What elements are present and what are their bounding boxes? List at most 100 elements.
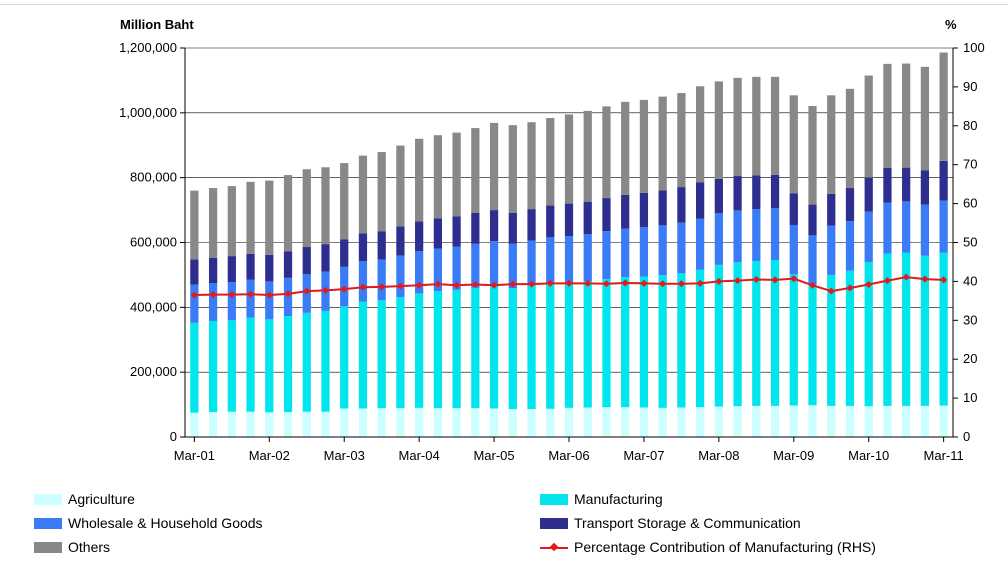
bar-segment-4 [190, 190, 199, 260]
percentage-marker [209, 291, 217, 299]
bar-segment-3 [677, 187, 686, 223]
bar-segment-3 [789, 193, 798, 225]
bar-segment-3 [621, 194, 630, 229]
bar-segment-4 [396, 145, 405, 227]
percentage-marker [509, 280, 517, 288]
bar-segment-4 [845, 88, 855, 189]
bar-segment-4 [770, 76, 780, 175]
bar-segment-0 [489, 408, 499, 437]
bar-segment-4 [902, 63, 911, 168]
bar-segment-1 [190, 322, 199, 413]
right-tick-label: 50 [963, 235, 977, 250]
bar-segment-0 [227, 411, 236, 437]
bar-segment-2 [452, 246, 461, 290]
bar-segment-2 [920, 204, 930, 256]
bar-segment-2 [864, 211, 873, 262]
bar-segment-2 [208, 283, 218, 321]
bar-segment-3 [190, 259, 199, 285]
bar-segment-1 [808, 284, 817, 406]
bar-segment-0 [190, 412, 199, 437]
bar-segment-2 [546, 237, 555, 284]
bar-segment-1 [845, 270, 855, 406]
percentage-marker [321, 286, 330, 294]
bar-segment-2 [621, 228, 630, 278]
bar-segment-0 [621, 407, 630, 437]
bar-segment-4 [621, 101, 630, 195]
percentage-marker [396, 282, 404, 290]
gridlines [185, 47, 953, 373]
bar-segment-2 [265, 281, 274, 320]
bar-segment-0 [920, 405, 930, 437]
stacked-bar-chart: 0 200,000 400,000 600,000 800,000 1,000,000 1,… [119, 17, 985, 463]
bar-segment-2 [845, 221, 855, 271]
bar-segment-3 [265, 254, 274, 282]
bar-segment-2 [733, 210, 742, 263]
x-axis-ticks: Mar-01 Mar-02 Mar-03 Mar-04 Mar-05 Mar-06 Mar-… [174, 437, 964, 463]
bar-segment-2 [433, 248, 442, 292]
bar-segment-3 [939, 160, 948, 201]
percentage-marker [696, 279, 704, 287]
bar-segment-3 [527, 209, 536, 241]
bar-segment-3 [246, 253, 255, 280]
bar-segment-1 [321, 310, 330, 412]
percentage-marker [621, 279, 629, 287]
bar-segment-3 [583, 201, 592, 235]
bar-segment-3 [377, 231, 386, 260]
bar-segment-2 [770, 208, 780, 261]
bar-segment-0 [265, 412, 274, 437]
bar-segment-3 [564, 203, 574, 237]
bar-segment-4 [452, 132, 461, 217]
percentage-marker [359, 283, 367, 291]
bar-segment-2 [527, 240, 536, 286]
legend-label-others: Others [68, 539, 111, 555]
percentage-marker [940, 276, 948, 284]
bar-segment-1 [302, 312, 311, 412]
bar-segment-2 [939, 200, 948, 253]
percentage-marker [921, 275, 929, 283]
legend-percentage-line: Percentage Contribution of Manufacturing… [540, 538, 876, 556]
bar-segment-1 [864, 261, 873, 407]
percentage-marker [790, 275, 798, 283]
percentage-marker [865, 280, 873, 289]
bar-segment-3 [714, 178, 723, 214]
bar-segment-1 [377, 300, 386, 409]
bar-segment-4 [583, 110, 592, 202]
percentage-marker [659, 280, 667, 288]
bar-segment-3 [827, 193, 836, 226]
legend-others: Others [34, 538, 110, 556]
bar-segment-0 [677, 407, 686, 437]
bar-segment-2 [508, 243, 517, 289]
bar-segment-1 [658, 275, 667, 408]
legend-label-manufacturing: Manufacturing [574, 491, 663, 507]
bar-segment-0 [583, 407, 592, 437]
bar-segment-1 [452, 289, 461, 409]
bar-segment-4 [433, 135, 442, 219]
bar-segment-0 [377, 408, 386, 437]
bar-segment-3 [696, 182, 705, 219]
bar-segment-0 [358, 408, 368, 437]
bar-segment-0 [939, 405, 948, 437]
left-tick-label: 200,000 [130, 364, 177, 379]
bar-segment-4 [752, 76, 761, 176]
bar-segment-1 [283, 316, 293, 413]
bar-segment-1 [396, 296, 405, 409]
bar-segment-3 [808, 204, 817, 236]
bar-segment-4 [227, 186, 236, 257]
bar-segment-4 [527, 122, 536, 210]
bar-segment-1 [920, 255, 930, 406]
x-tick-label: Mar-09 [773, 448, 814, 463]
bar-segment-2 [789, 224, 798, 275]
bar-segment-4 [358, 155, 368, 234]
x-tick-label: Mar-01 [174, 448, 215, 463]
percentage-marker [528, 280, 536, 288]
bar-segment-3 [639, 192, 649, 228]
bar-segment-1 [227, 320, 236, 412]
legend-swatch-transport [540, 517, 568, 529]
x-tick-label: Mar-06 [548, 448, 589, 463]
bar-segment-2 [883, 202, 892, 254]
bar-segment-2 [415, 251, 424, 294]
bar-segment-4 [920, 66, 930, 171]
percentage-marker [640, 279, 648, 287]
percentage-marker [734, 277, 742, 285]
legend-label-wholesale: Wholesale & Household Goods [68, 515, 263, 531]
